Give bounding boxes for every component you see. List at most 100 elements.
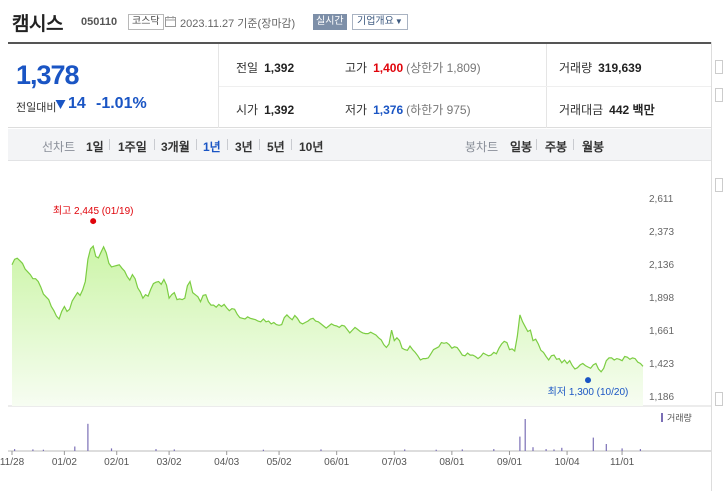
open-stat: 시가 1,392 [236,101,294,118]
y-tick-label: 1,423 [649,359,674,370]
volume-bar [639,449,641,451]
low-annotation: 최저 1,300 (10/20) [548,386,629,398]
candle-monthly[interactable]: 월봉 [582,140,605,154]
stock-name: 캠시스 [12,14,63,35]
high-annotation: 최고 2,445 (01/19) [53,205,134,217]
open-label: 시가 [236,103,259,117]
down-arrow-icon [55,100,66,109]
x-tick-label: 10/04 [555,457,580,468]
prev-close-label: 전일 [236,61,259,75]
period-3y[interactable]: 3년 [235,140,253,154]
price-info-panel: 1,378 전일대비 14 -1.01% 전일 1,392 고가 1,400 (상한가… [8,42,723,128]
volume-bar [592,437,594,451]
volume-bar [262,449,264,451]
price-line [11,244,644,373]
current-price-cell: 1,378 전일대비 14 -1.01% [8,44,219,128]
high-stat: 고가 1,400 (상한가 1,809) [345,59,481,76]
chevron-down-icon: ▼ [394,17,403,26]
volume-bar [32,449,34,451]
volume-bar [532,447,534,451]
amount-stat: 거래대금 442 백만 [559,101,655,118]
market-badge: 코스닥 [128,14,164,30]
period-5y[interactable]: 5년 [267,140,285,154]
y-tick-label: 1,898 [649,293,674,304]
volume-bar [42,449,44,451]
volume-bar [461,449,463,451]
divider [109,139,110,150]
volume-bar [545,449,547,451]
divider [573,139,574,150]
realtime-button[interactable]: 실시간 [313,14,347,30]
volume-bar [605,444,607,451]
candle-weekly[interactable]: 주봉 [545,140,568,154]
side-rail-handle[interactable] [715,392,723,406]
x-tick-label: 11/28 [0,457,25,468]
high-label: 고가 [345,61,368,75]
volume-bar [320,449,322,451]
divider [291,139,292,150]
lower-limit: (하한가 975) [406,103,471,117]
side-rail-handle[interactable] [715,178,723,192]
price-chart-svg: 2,611 2,373 2,136 1,898 1,661 1,423 1,186 11/2… [0,194,711,468]
volume-bar [524,419,526,451]
side-rail-handle[interactable] [715,60,723,74]
divider [259,139,260,150]
volume-bar [621,448,623,451]
low-stat: 저가 1,376 (하한가 975) [345,101,471,118]
volume-bar [87,423,89,451]
current-price: 1,378 [16,60,80,90]
x-tick-label: 01/02 [52,457,77,468]
y-tick-label: 1,186 [649,392,674,403]
period-10y[interactable]: 10년 [299,140,324,154]
line-chart-label: 선차트 [42,140,76,154]
change-rate: -1.01% [96,95,147,112]
divider [536,139,537,150]
candle-chart-label: 봉차트 [465,140,499,154]
x-tick-label: 04/03 [214,457,239,468]
base-date: 2023.11.27 기준(장마감) [180,18,296,30]
volume-bar [553,449,555,451]
volume-stat: 거래량 319,639 [559,59,642,76]
change-label: 전일대비 [16,102,57,114]
side-rail-handle[interactable] [715,88,723,102]
side-scroll-rail [711,42,723,491]
price-chart: 2,611 2,373 2,136 1,898 1,661 1,423 1,186 11/2… [0,162,723,491]
y-tick-label: 1,661 [649,326,674,337]
prev-close-value: 1,392 [264,61,295,75]
period-1y[interactable]: 1년 [203,140,221,154]
volume-bar [110,448,113,451]
volume-value: 319,639 [598,61,642,75]
divider [196,139,197,150]
open-value: 1,392 [264,103,295,117]
y-tick-label: 2,373 [649,227,674,238]
low-label: 저가 [345,103,368,117]
change-value: 14 [68,95,86,112]
period-1d[interactable]: 1일 [86,140,104,154]
stock-header: 캠시스 050110 코스닥 2023.11.27 기준(장마감) 실시간 기업… [0,0,723,42]
company-overview-label: 기업개요 [357,16,394,27]
period-1w[interactable]: 1주일 [118,140,147,154]
amount-label: 거래대금 [559,103,604,117]
period-3m[interactable]: 3개월 [161,140,190,154]
volume-bar [404,449,406,451]
x-tick-label: 09/01 [497,457,522,468]
volume-bar [155,449,157,451]
candle-daily[interactable]: 일봉 [510,140,533,154]
x-tick-label: 02/01 [104,457,129,468]
divider [154,139,155,150]
prev-close-stat: 전일 1,392 [236,59,294,76]
volume-bar [14,449,16,451]
calendar-icon [165,16,176,27]
divider [219,86,723,87]
x-tick-label: 11/01 [610,457,635,468]
amount-value: 442 백만 [609,103,655,117]
x-tick-label: 07/03 [382,457,407,468]
x-tick-label: 05/02 [267,457,292,468]
company-overview-button[interactable]: 기업개요▼ [352,14,408,30]
upper-limit: (상한가 1,809) [406,61,481,75]
low-value: 1,376 [373,103,404,117]
volume-bar [493,449,495,451]
low-marker [585,377,592,384]
divider [227,139,228,150]
chart-period-bar: 선차트 1일 1주일 3개월 1년 3년 5년 10년 봉차트 일봉 주봉 월봉 [8,129,723,161]
